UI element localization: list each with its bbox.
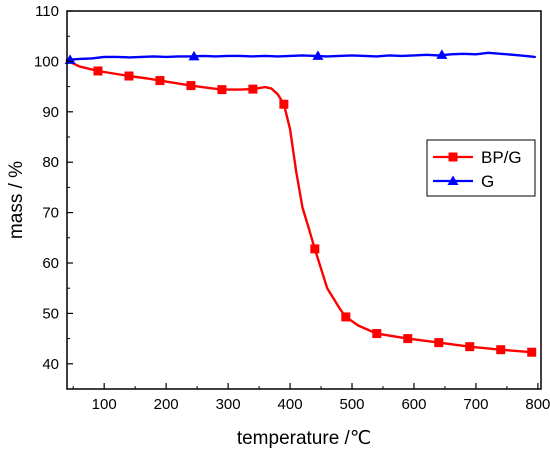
legend-marker-g — [447, 175, 459, 185]
legend-label-bpg: BP/G — [481, 148, 522, 167]
series-layer — [64, 49, 537, 357]
y-tick-label: 100 — [34, 53, 59, 70]
data-point — [496, 345, 506, 355]
data-point — [312, 50, 324, 60]
x-axis-label: temperature /℃ — [237, 428, 371, 449]
legend-box — [426, 139, 536, 197]
x-tick-label: 200 — [154, 396, 179, 413]
x-tick-label: 500 — [340, 396, 365, 413]
data-point — [341, 312, 351, 322]
x-tick-label: 100 — [92, 396, 117, 413]
y-tick-label: 50 — [42, 305, 59, 322]
ticks-layer: 100 200 300 400 500 600 700 800 40 50 60 70 80 90 100 1… — [34, 3, 550, 413]
y-tick-label: 70 — [42, 205, 59, 222]
x-tick-label: 400 — [278, 396, 303, 413]
data-point — [93, 66, 103, 76]
data-point — [403, 334, 413, 344]
series-line — [65, 59, 533, 354]
y-axis-label: mass / % — [6, 161, 27, 239]
data-point — [465, 342, 475, 352]
data-point — [217, 85, 227, 95]
data-point — [310, 244, 320, 254]
x-tick-label: 700 — [463, 396, 488, 413]
x-tick-label: 600 — [401, 396, 426, 413]
data-point — [155, 76, 165, 86]
series-bpg — [65, 59, 537, 357]
y-tick-label: 80 — [42, 154, 59, 171]
data-point — [372, 329, 382, 339]
legend-label-g: G — [481, 172, 494, 191]
plot-frame — [66, 10, 542, 390]
data-point — [527, 347, 537, 357]
data-point — [436, 49, 448, 59]
x-tick-label: 800 — [525, 396, 550, 413]
x-tick-label: 300 — [216, 396, 241, 413]
data-point — [186, 81, 196, 91]
series-g — [64, 49, 536, 64]
data-point — [124, 71, 134, 81]
data-point — [434, 338, 444, 348]
y-tick-label: 90 — [42, 104, 59, 121]
y-tick-label: 110 — [35, 3, 59, 20]
data-point — [188, 50, 200, 61]
y-tick-label: 60 — [42, 255, 59, 272]
series-line — [65, 51, 536, 62]
legend-marker-bpg — [448, 152, 458, 162]
data-point — [279, 99, 289, 109]
data-point — [248, 84, 258, 94]
y-tick-label: 40 — [42, 356, 59, 373]
legend: BP/G G — [426, 139, 536, 197]
